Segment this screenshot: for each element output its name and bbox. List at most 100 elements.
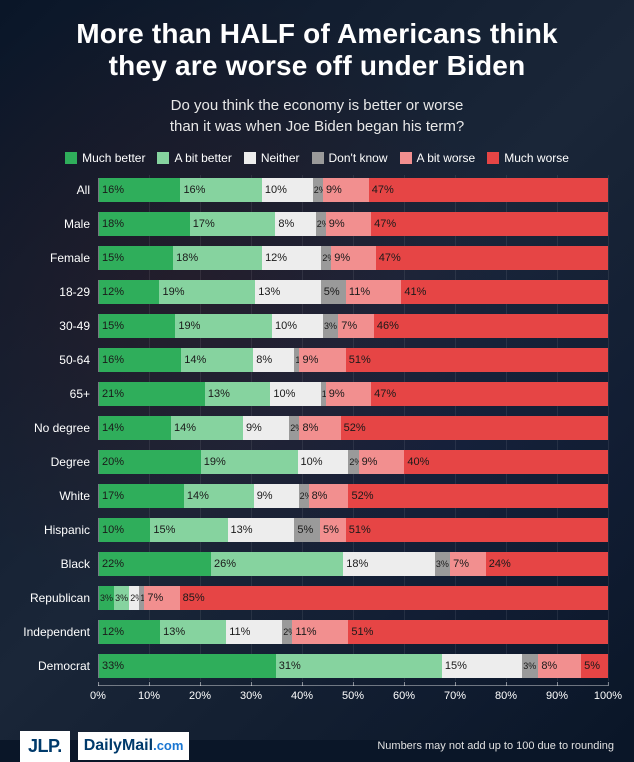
bar-segment: 8% <box>253 348 294 372</box>
bar-segment: 20% <box>99 450 201 474</box>
chart-row: 50-6416%14%8%1%9%51% <box>98 345 608 375</box>
chart-row: White17%14%9%2%8%52% <box>98 481 608 511</box>
row-label: Democrat <box>20 659 94 673</box>
chart-row: 30-4915%19%10%3%7%46% <box>98 311 608 341</box>
legend-label: Much better <box>82 151 145 165</box>
row-label: Female <box>20 251 94 265</box>
x-tick: 100% <box>594 686 622 702</box>
bar-track: 17%14%9%2%8%52% <box>98 484 608 508</box>
bar-segment: 17% <box>190 212 276 236</box>
legend-item: A bit worse <box>400 151 476 165</box>
bar-segment: 9% <box>359 450 405 474</box>
row-label: Black <box>20 557 94 571</box>
bar-segment: 9% <box>243 416 289 440</box>
subtitle-line-2: than it was when Joe Biden began his ter… <box>170 118 464 135</box>
chart-row: Black22%26%18%3%7%24% <box>98 549 608 579</box>
row-label: White <box>20 489 94 503</box>
bar-track: 22%26%18%3%7%24% <box>98 552 608 576</box>
bar-segment: 18% <box>99 212 190 236</box>
bar-segment: 10% <box>270 382 320 406</box>
bar-segment: 3% <box>114 586 129 610</box>
bar-track: 3%3%2%1%7%85% <box>98 586 608 610</box>
bar-segment: 15% <box>150 518 227 542</box>
x-tick: 80% <box>495 686 517 702</box>
row-label: Independent <box>20 625 94 639</box>
chart-row: No degree14%14%9%2%8%52% <box>98 413 608 443</box>
jlp-logo: JLP. <box>20 731 70 762</box>
bar-segment: 11% <box>226 620 282 644</box>
bar-segment: 2% <box>282 620 292 644</box>
gridline <box>608 175 609 681</box>
bar-segment: 12% <box>99 280 159 304</box>
bar-segment: 10% <box>99 518 150 542</box>
bar-segment: 10% <box>298 450 349 474</box>
bar-segment: 9% <box>254 484 299 508</box>
bar-segment: 3% <box>323 314 338 338</box>
legend-item: Neither <box>244 151 300 165</box>
x-tick: 40% <box>291 686 313 702</box>
row-label: 65+ <box>20 387 94 401</box>
subtitle: Do you think the economy is better or wo… <box>20 96 614 137</box>
bar-segment: 11% <box>292 620 348 644</box>
bar-segment: 51% <box>346 348 608 372</box>
footnote: Numbers may not add up to 100 due to rou… <box>377 740 614 752</box>
chart-row: Female15%18%12%2%9%47% <box>98 243 608 273</box>
bar-track: 21%13%10%1%9%47% <box>98 382 608 406</box>
bar-segment: 47% <box>371 212 608 236</box>
chart-row: Republican3%3%2%1%7%85% <box>98 583 608 613</box>
bar-segment: 5% <box>294 518 320 542</box>
bar-segment: 21% <box>99 382 205 406</box>
bar-segment: 16% <box>99 348 181 372</box>
x-tick: 60% <box>393 686 415 702</box>
bar-segment: 8% <box>299 416 340 440</box>
bar-track: 16%14%8%1%9%51% <box>98 348 608 372</box>
chart-row: All16%16%10%2%9%47% <box>98 175 608 205</box>
x-tick: 20% <box>189 686 211 702</box>
bar-segment: 15% <box>99 314 175 338</box>
bar-track: 20%19%10%2%9%40% <box>98 450 608 474</box>
bar-segment: 7% <box>144 586 179 610</box>
bar-track: 15%18%12%2%9%47% <box>98 246 608 270</box>
bar-segment: 15% <box>442 654 522 678</box>
bar-segment: 2% <box>316 212 326 236</box>
bar-track: 14%14%9%2%8%52% <box>98 416 608 440</box>
x-tick: 10% <box>138 686 160 702</box>
bar-track: 12%19%13%5%11%41% <box>98 280 608 304</box>
legend-swatch <box>487 152 499 164</box>
bar-segment: 8% <box>538 654 581 678</box>
bar-segment: 9% <box>331 246 375 270</box>
bar-segment: 52% <box>348 484 607 508</box>
bar-segment: 40% <box>404 450 608 474</box>
bar-segment: 12% <box>262 246 321 270</box>
bar-segment: 2% <box>129 586 139 610</box>
x-tick: 90% <box>546 686 568 702</box>
chart-row: Hispanic10%15%13%5%5%51% <box>98 515 608 545</box>
bar-segment: 16% <box>99 178 180 202</box>
bar-segment: 8% <box>275 212 315 236</box>
bar-segment: 9% <box>326 212 371 236</box>
bar-segment: 3% <box>435 552 450 576</box>
bar-segment: 24% <box>486 552 608 576</box>
bar-track: 12%13%11%2%11%51% <box>98 620 608 644</box>
bar-segment: 51% <box>348 620 608 644</box>
row-label: 50-64 <box>20 353 94 367</box>
bar-track: 18%17%8%2%9%47% <box>98 212 608 236</box>
bar-segment: 33% <box>99 654 276 678</box>
row-label: Hispanic <box>20 523 94 537</box>
bar-track: 15%19%10%3%7%46% <box>98 314 608 338</box>
bar-segment: 47% <box>376 246 608 270</box>
bar-segment: 2% <box>289 416 299 440</box>
bar-segment: 52% <box>341 416 608 440</box>
bar-segment: 10% <box>272 314 323 338</box>
legend-label: Much worse <box>504 151 569 165</box>
footer: JLP. DailyMail.com Numbers may not add u… <box>0 719 634 762</box>
bar-segment: 9% <box>323 178 369 202</box>
legend-swatch <box>312 152 324 164</box>
row-label: All <box>20 183 94 197</box>
title-line-2: they are worse off under Biden <box>109 50 526 81</box>
x-axis: 0%10%20%30%40%50%60%70%80%90%100% <box>98 685 608 709</box>
bar-segment: 31% <box>276 654 442 678</box>
x-tick: 30% <box>240 686 262 702</box>
legend-label: A bit better <box>174 151 231 165</box>
bar-segment: 5% <box>321 280 346 304</box>
